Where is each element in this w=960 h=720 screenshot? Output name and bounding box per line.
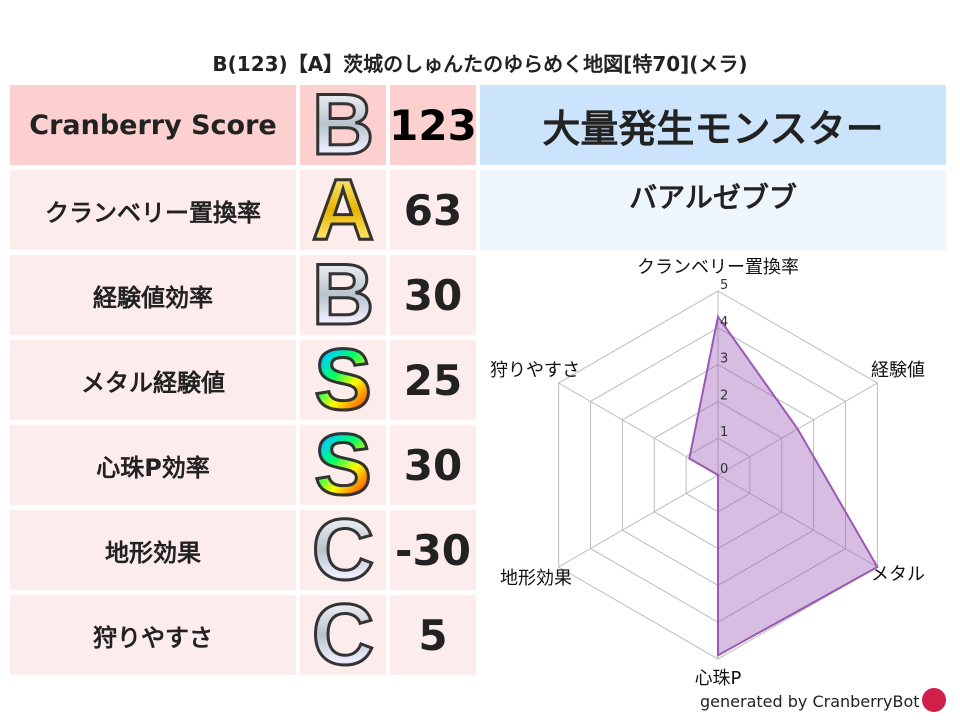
data-polygon <box>688 314 879 658</box>
grade-badge: A <box>300 162 386 258</box>
grade-badge: B <box>300 77 386 173</box>
grade-B-icon: B <box>310 77 375 173</box>
row-value: 5 <box>390 595 476 675</box>
monster-header: 大量発生モンスター <box>480 85 946 165</box>
row-value: 30 <box>390 425 476 505</box>
grade-badge: C <box>300 502 386 598</box>
grade-C-icon: C <box>310 502 375 598</box>
axis-label: メタル <box>871 564 925 585</box>
monster-name: バアルゼブブ <box>480 170 946 250</box>
row-value: 25 <box>390 340 476 420</box>
axis-label: 心珠P <box>695 668 742 689</box>
cranberry-bot-icon <box>922 688 946 712</box>
row-label: クランベリー置換率 <box>10 170 296 250</box>
grade-B-icon: B <box>310 247 375 343</box>
row-value: 30 <box>390 255 476 335</box>
row-label: 地形効果 <box>10 510 296 590</box>
row-value: -30 <box>390 510 476 590</box>
row-label: 心珠P効率 <box>10 425 296 505</box>
grade-C-icon: C <box>310 587 375 683</box>
row-value: 123 <box>389 85 477 165</box>
footer-credit: generated by CranberryBot <box>700 692 920 711</box>
row-label: 経験値効率 <box>10 255 296 335</box>
page-title: B(123)【A】茨城のしゅんたのゆらめく地図[特70](メラ) <box>212 52 748 76</box>
grade-badge: C <box>300 587 386 683</box>
grade-badge: S <box>300 417 386 513</box>
row-label: メタル経験値 <box>10 340 296 420</box>
grid-spoke <box>717 474 878 568</box>
grade-badge: S <box>300 332 386 428</box>
tick-label: 3 <box>720 352 728 367</box>
tick-label: 5 <box>720 278 728 293</box>
grade-A-icon: A <box>310 162 375 258</box>
row-value: 63 <box>390 170 476 250</box>
row-label: 狩りやすさ <box>10 595 296 675</box>
axis-label: クランベリー置換率 <box>637 257 799 278</box>
grade-S-icon: S <box>313 417 373 513</box>
axis-label: 狩りやすさ <box>490 360 580 381</box>
axis-label: 経験値 <box>871 360 925 381</box>
grid-spoke <box>558 474 719 568</box>
tick-label: 0 <box>720 462 728 477</box>
grade-S-icon: S <box>313 332 373 428</box>
tick-label: 2 <box>720 388 728 403</box>
tick-label: 4 <box>720 315 728 330</box>
tick-label: 1 <box>720 425 728 440</box>
axis-label: 地形効果 <box>500 568 572 589</box>
grade-badge: B <box>300 247 386 343</box>
row-label: Cranberry Score <box>10 85 296 165</box>
